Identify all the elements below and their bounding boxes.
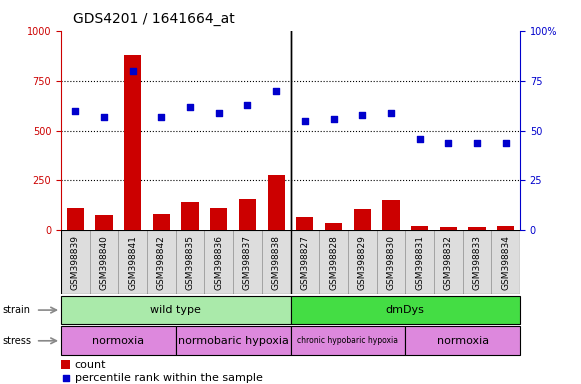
Point bbox=[271, 88, 281, 94]
Text: GSM398828: GSM398828 bbox=[329, 235, 338, 290]
Point bbox=[501, 139, 510, 146]
Text: count: count bbox=[75, 360, 106, 370]
Point bbox=[61, 375, 70, 381]
Bar bbox=[153, 214, 170, 230]
Bar bbox=[406, 230, 434, 294]
Bar bbox=[319, 230, 348, 294]
Bar bbox=[468, 227, 486, 230]
Bar bbox=[492, 230, 520, 294]
Point bbox=[415, 136, 424, 142]
Text: GSM398834: GSM398834 bbox=[501, 235, 510, 290]
Text: GSM398829: GSM398829 bbox=[358, 235, 367, 290]
Point bbox=[243, 101, 252, 108]
Bar bbox=[462, 230, 492, 294]
Bar bbox=[497, 227, 514, 230]
Bar bbox=[61, 230, 89, 294]
Text: GSM398839: GSM398839 bbox=[71, 235, 80, 290]
Bar bbox=[354, 209, 371, 230]
Bar bbox=[210, 209, 227, 230]
Point bbox=[357, 111, 367, 118]
Bar bbox=[348, 230, 376, 294]
Bar bbox=[239, 199, 256, 230]
Text: GSM398840: GSM398840 bbox=[99, 235, 109, 290]
Text: GSM398831: GSM398831 bbox=[415, 235, 424, 290]
Point bbox=[185, 104, 195, 110]
Text: GSM398827: GSM398827 bbox=[300, 235, 309, 290]
Bar bbox=[119, 230, 147, 294]
Bar bbox=[89, 230, 119, 294]
Bar bbox=[290, 296, 520, 324]
Text: GSM398832: GSM398832 bbox=[444, 235, 453, 290]
Text: GSM398837: GSM398837 bbox=[243, 235, 252, 290]
Text: GSM398836: GSM398836 bbox=[214, 235, 223, 290]
Text: GDS4201 / 1641664_at: GDS4201 / 1641664_at bbox=[73, 12, 234, 25]
Text: normobaric hypoxia: normobaric hypoxia bbox=[178, 336, 289, 346]
Bar bbox=[376, 230, 406, 294]
Text: normoxia: normoxia bbox=[92, 336, 145, 346]
Text: GSM398830: GSM398830 bbox=[386, 235, 396, 290]
Bar bbox=[95, 215, 113, 230]
Bar bbox=[205, 230, 233, 294]
Point bbox=[444, 139, 453, 146]
Text: wild type: wild type bbox=[150, 305, 201, 315]
Text: strain: strain bbox=[3, 305, 31, 315]
Text: normoxia: normoxia bbox=[436, 336, 489, 346]
Bar bbox=[290, 326, 406, 355]
Bar bbox=[411, 227, 428, 230]
Bar bbox=[147, 230, 175, 294]
Bar bbox=[382, 200, 400, 230]
Bar bbox=[267, 175, 285, 230]
Point bbox=[128, 68, 137, 74]
Point bbox=[214, 109, 224, 116]
Bar bbox=[175, 230, 205, 294]
Bar bbox=[406, 326, 520, 355]
Bar bbox=[67, 209, 84, 230]
Text: GSM398838: GSM398838 bbox=[272, 235, 281, 290]
Text: GSM398833: GSM398833 bbox=[472, 235, 482, 290]
Bar bbox=[124, 55, 141, 230]
Text: stress: stress bbox=[3, 336, 32, 346]
Bar bbox=[290, 230, 319, 294]
Bar bbox=[434, 230, 462, 294]
Text: GSM398841: GSM398841 bbox=[128, 235, 137, 290]
Text: chronic hypobaric hypoxia: chronic hypobaric hypoxia bbox=[297, 336, 399, 345]
Bar bbox=[181, 202, 199, 230]
Text: dmDys: dmDys bbox=[386, 305, 425, 315]
Bar bbox=[325, 223, 342, 230]
Bar bbox=[262, 230, 290, 294]
Bar bbox=[233, 230, 262, 294]
Text: GSM398835: GSM398835 bbox=[185, 235, 195, 290]
Bar bbox=[61, 326, 175, 355]
Text: GSM398842: GSM398842 bbox=[157, 235, 166, 290]
Bar bbox=[440, 227, 457, 230]
Point bbox=[329, 116, 338, 122]
Point bbox=[99, 114, 109, 120]
Point bbox=[157, 114, 166, 120]
Text: percentile rank within the sample: percentile rank within the sample bbox=[75, 373, 263, 383]
Bar bbox=[175, 326, 290, 355]
Bar bbox=[61, 360, 70, 369]
Bar bbox=[296, 217, 314, 230]
Point bbox=[71, 108, 80, 114]
Bar bbox=[61, 296, 290, 324]
Point bbox=[472, 139, 482, 146]
Point bbox=[386, 109, 396, 116]
Point bbox=[300, 118, 310, 124]
